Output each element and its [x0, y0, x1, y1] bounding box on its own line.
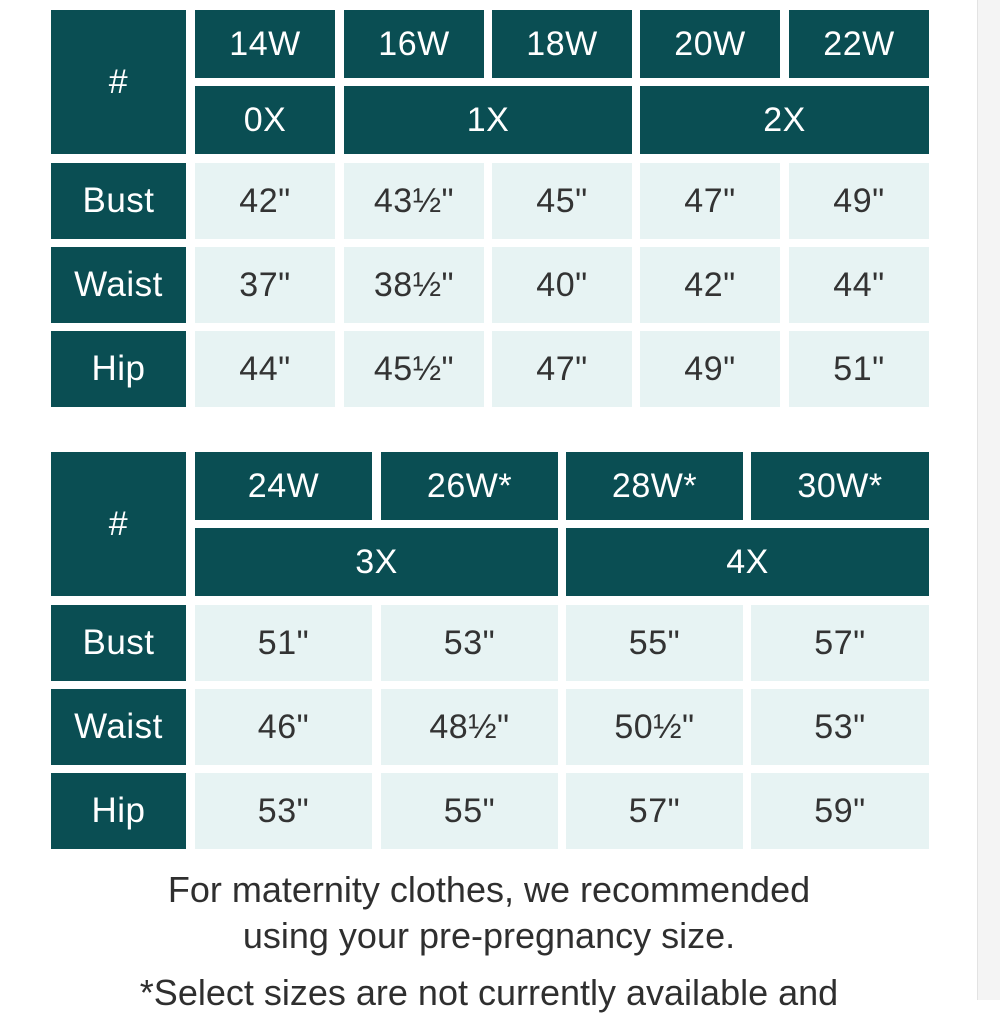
table-cell: 40" [492, 247, 632, 323]
table-cell: 51" [789, 331, 929, 407]
maternity-note-line-2: using your pre-pregnancy size. [242, 915, 736, 956]
row-label-waist: Waist [51, 689, 186, 765]
table-cell: 38½" [344, 247, 484, 323]
row-label-hip: Hip [51, 331, 186, 407]
table-cell: 53" [751, 689, 929, 765]
table-cell: 47" [492, 331, 632, 407]
table-cell: 45" [492, 163, 632, 239]
size-header: 18W [492, 10, 632, 78]
size-header: 20W [640, 10, 780, 78]
size-header: 26W* [381, 452, 558, 520]
table-cell: 42" [640, 247, 780, 323]
size-header: 24W [195, 452, 372, 520]
table-cell: 44" [789, 247, 929, 323]
size-header: 28W* [566, 452, 743, 520]
scrollbar[interactable] [977, 0, 1000, 1000]
table-cell: 49" [640, 331, 780, 407]
table-cell: 53" [381, 605, 558, 681]
table-cell: 46" [195, 689, 372, 765]
table-cell: 53" [195, 773, 372, 849]
row-label-bust: Bust [51, 605, 186, 681]
size-header: 16W [344, 10, 484, 78]
maternity-note-line-1: For maternity clothes, we recommended [167, 869, 811, 910]
group-header: 1X [344, 86, 632, 154]
table-cell: 44" [195, 331, 335, 407]
table-cell: 37" [195, 247, 335, 323]
table-cell: 47" [640, 163, 780, 239]
row-label-hip: Hip [51, 773, 186, 849]
size-header: 22W [789, 10, 929, 78]
table-cell: 45½" [344, 331, 484, 407]
corner-hash: # [51, 452, 186, 596]
select-sizes-note: *Select sizes are not currently availabl… [139, 972, 839, 1013]
corner-hash: # [51, 10, 186, 154]
table-cell: 48½" [381, 689, 558, 765]
table-cell: 55" [381, 773, 558, 849]
table-cell: 43½" [344, 163, 484, 239]
row-label-bust: Bust [51, 163, 186, 239]
table-cell: 55" [566, 605, 743, 681]
table-cell: 49" [789, 163, 929, 239]
row-label-waist: Waist [51, 247, 186, 323]
size-header: 30W* [751, 452, 929, 520]
group-header: 0X [195, 86, 335, 154]
table-cell: 59" [751, 773, 929, 849]
group-header: 2X [640, 86, 929, 154]
table-cell: 50½" [566, 689, 743, 765]
group-header: 3X [195, 528, 558, 596]
table-cell: 57" [566, 773, 743, 849]
table-cell: 51" [195, 605, 372, 681]
table-cell: 57" [751, 605, 929, 681]
group-header: 4X [566, 528, 929, 596]
size-header: 14W [195, 10, 335, 78]
table-cell: 42" [195, 163, 335, 239]
